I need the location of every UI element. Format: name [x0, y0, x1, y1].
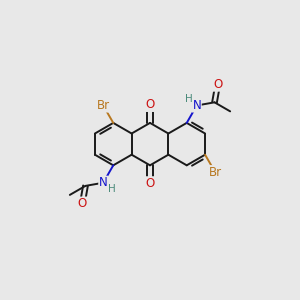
Text: Br: Br	[208, 166, 222, 179]
Text: H: H	[108, 184, 115, 194]
Text: Br: Br	[97, 99, 110, 112]
Text: O: O	[146, 177, 154, 190]
Text: O: O	[146, 98, 154, 111]
Text: O: O	[78, 197, 87, 210]
Text: N: N	[99, 176, 108, 189]
Text: O: O	[146, 177, 154, 190]
Text: O: O	[213, 78, 222, 91]
Text: O: O	[146, 98, 154, 111]
Text: H: H	[185, 94, 192, 104]
Text: Br: Br	[97, 99, 110, 112]
Text: N: N	[192, 99, 201, 112]
Text: N: N	[192, 99, 201, 112]
Text: O: O	[78, 197, 87, 210]
Text: O: O	[213, 78, 222, 91]
Text: H: H	[185, 94, 192, 104]
Text: Br: Br	[208, 166, 222, 179]
Text: N: N	[99, 176, 108, 189]
Text: H: H	[108, 184, 115, 194]
